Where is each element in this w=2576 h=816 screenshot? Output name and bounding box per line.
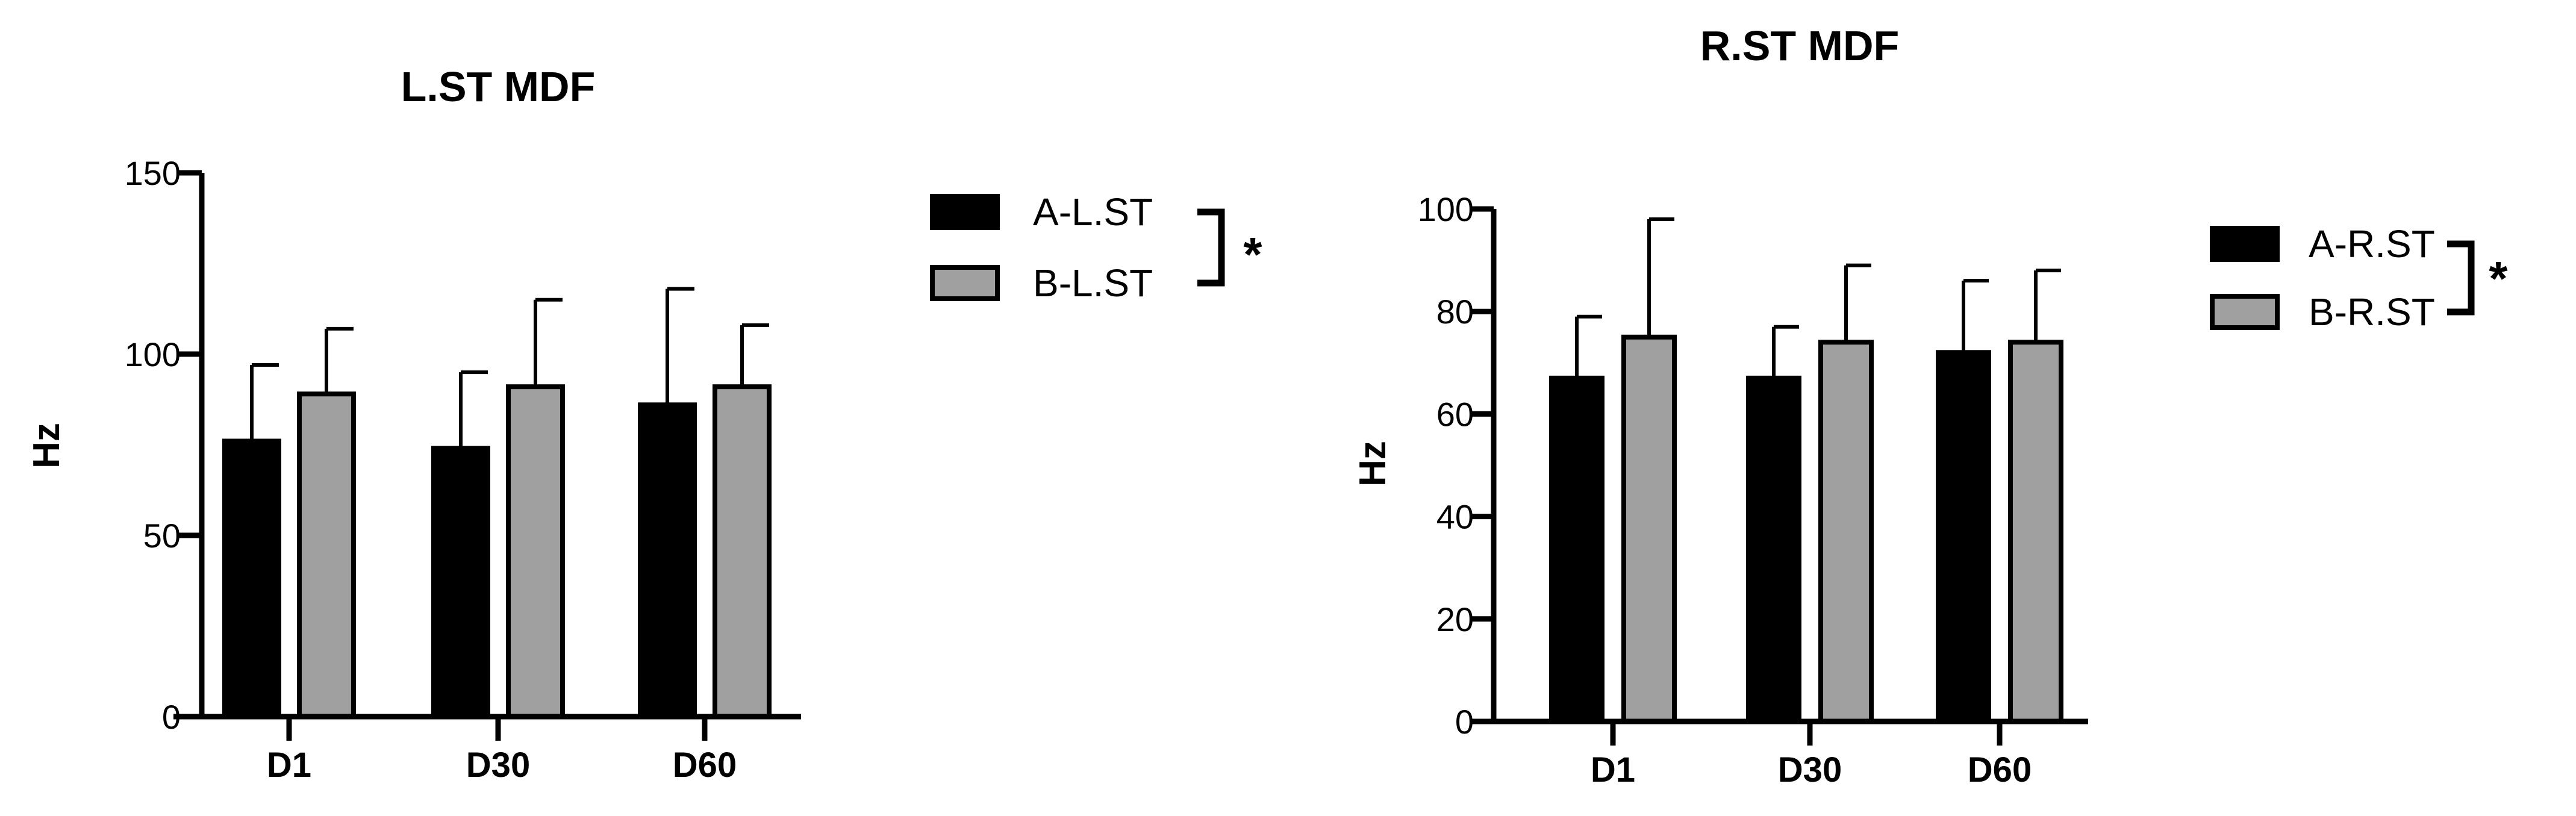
significance-bracket	[2447, 240, 2475, 316]
legend-label: B-R.ST	[2309, 290, 2435, 334]
bar-a-l-st-d30	[431, 446, 490, 720]
chart-title: L.ST MDF	[401, 63, 596, 110]
x-tick-label: D30	[1778, 750, 1842, 790]
y-tick-label: 60	[1436, 395, 1474, 433]
bar-a-l-st-d60	[638, 402, 697, 719]
legend-swatch	[930, 265, 1000, 301]
legend-label: B-L.ST	[1033, 261, 1153, 305]
y-axis-label: Hz	[1352, 441, 1394, 487]
significance-bracket	[1197, 208, 1225, 287]
y-tick-label: 0	[1455, 703, 1474, 741]
bar-a-r-st-d60	[1936, 350, 1991, 724]
legend-label: A-L.ST	[1033, 190, 1153, 234]
y-tick-label: 20	[1436, 600, 1474, 638]
x-tick-label: D30	[466, 746, 530, 785]
bar-a-r-st-d30	[1746, 375, 1801, 724]
x-tick-label: D60	[673, 746, 737, 785]
y-tick-label: 100	[1418, 190, 1474, 228]
x-tick-label: D60	[1968, 750, 2032, 790]
x-tick-label: D1	[267, 746, 311, 785]
legend-swatch	[2210, 294, 2280, 330]
bar-a-l-st-d1	[222, 438, 281, 719]
legend-label: A-R.ST	[2309, 222, 2435, 266]
x-tick-label: D1	[1591, 750, 1635, 790]
y-tick-label: 150	[125, 154, 181, 192]
bar-b-l-st-d30	[506, 384, 565, 719]
y-tick-label: 100	[125, 335, 181, 373]
bar-b-r-st-d1	[1621, 334, 1677, 724]
bar-a-r-st-d1	[1549, 375, 1605, 724]
chart-title: R.ST MDF	[1700, 22, 1900, 69]
y-tick-label: 80	[1436, 293, 1474, 331]
bar-b-r-st-d30	[1818, 340, 1874, 724]
significance-star: *	[1243, 228, 1262, 281]
y-axis-label: Hz	[26, 423, 67, 469]
significance-star: *	[2489, 252, 2508, 305]
bar-b-r-st-d60	[2008, 340, 2063, 724]
y-tick-label: 40	[1436, 498, 1474, 536]
legend-swatch	[2210, 226, 2280, 262]
legend-swatch	[930, 194, 1000, 230]
bar-b-l-st-d60	[713, 384, 772, 719]
bar-b-l-st-d1	[297, 391, 356, 719]
y-tick-label: 50	[143, 517, 181, 555]
